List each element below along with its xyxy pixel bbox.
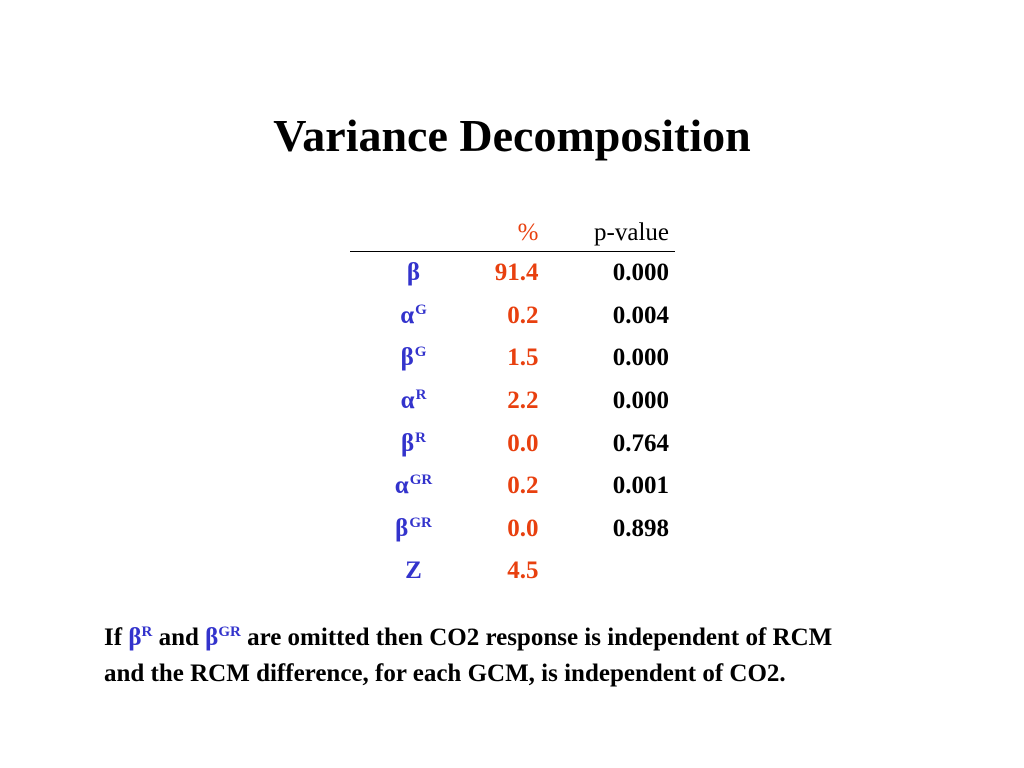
footnote: If βR and βGR are omitted then CO2 respo… [104,620,984,692]
header-parameter [350,207,478,252]
pvalue-cell: 0.000 [612,259,669,287]
table-row: β 91.4 0.000 [350,252,675,295]
parameter-cell: αR [350,380,477,423]
table-row: αR 2.2 0.000 [350,380,675,423]
header-pvalue: p-value [538,207,675,252]
parameter-superscript: GR [409,472,433,489]
percent-cell: 2.2 [507,387,539,415]
percent-cell: 0.0 [507,514,539,542]
footnote-line-2: and the RCM difference, for each GCM, is… [104,660,786,687]
parameter-superscript: G [415,301,427,318]
parameter-cell: αGR [350,465,477,508]
parameter-symbol: β [401,429,415,457]
variance-table: % p-value β 91.4 0.000 αG 0.2 0.004 βG 1.5 0.000… [350,207,675,593]
slide-title: Variance Decomposition [273,110,751,161]
footnote-beta-gr-superscript: GR [218,624,241,640]
footnote-beta-r: βR [128,624,152,651]
footnote-line-1-rest: are omitted then CO2 response is indepen… [247,624,833,651]
parameter-symbol: β [395,514,409,542]
footnote-beta-r-superscript: R [141,624,153,640]
table-row: βGR 0.0 0.898 [350,508,675,551]
percent-cell: 91.4 [494,259,539,287]
variance-table-container: % p-value β 91.4 0.000 αG 0.2 0.004 βG 1.5 0.000… [350,207,675,593]
table-body: β 91.4 0.000 αG 0.2 0.004 βG 1.5 0.000 αR 2.2 0.000… [350,252,675,593]
footnote-beta-gr-symbol: β [205,624,219,651]
table-row: βR 0.0 0.764 [350,422,675,465]
parameter-superscript: GR [409,514,432,531]
parameter-superscript: R [415,387,427,404]
percent-cell: 4.5 [507,557,539,585]
percent-cell: 0.2 [507,472,539,500]
pvalue-cell: 0.000 [612,344,669,372]
parameter-symbol: α [400,387,415,415]
parameter-superscript: G [414,344,427,361]
percent-cell: 0.2 [507,301,539,329]
pvalue-cell: 0.000 [612,387,669,415]
footnote-if: If [104,624,123,651]
parameter-symbol: α [400,301,415,329]
parameter-symbol: α [394,472,409,500]
parameter-cell: βR [350,422,477,465]
pvalue-cell: 0.898 [612,514,669,542]
header-percent: % [477,207,539,252]
parameter-cell: αG [350,295,477,338]
parameter-cell: βG [350,337,477,380]
pvalue-cell [538,550,675,593]
parameter-cell: βGR [350,508,477,551]
table-row: αG 0.2 0.004 [350,295,675,338]
parameter-symbol: β [406,259,421,287]
table-row: βG 1.5 0.000 [350,337,675,380]
parameter-symbol: β [400,344,414,372]
percent-cell: 1.5 [507,344,539,372]
footnote-and: and [158,624,199,651]
table-row: Z 4.5 [350,550,675,593]
table-row: αGR 0.2 0.001 [350,465,675,508]
pvalue-cell: 0.004 [612,301,669,329]
pvalue-cell: 0.001 [612,472,669,500]
pvalue-cell: 0.764 [612,429,669,457]
parameter-cell: β [350,252,477,295]
table-header-row: % p-value [350,207,675,252]
footnote-beta-gr: βGR [205,624,241,651]
footnote-line-1: If βR and βGR are omitted then CO2 respo… [104,620,984,656]
percent-cell: 0.0 [507,429,539,457]
parameter-cell: Z [350,550,477,593]
parameter-symbol: Z [405,557,422,585]
footnote-beta-r-symbol: β [128,624,142,651]
parameter-superscript: R [415,429,427,446]
